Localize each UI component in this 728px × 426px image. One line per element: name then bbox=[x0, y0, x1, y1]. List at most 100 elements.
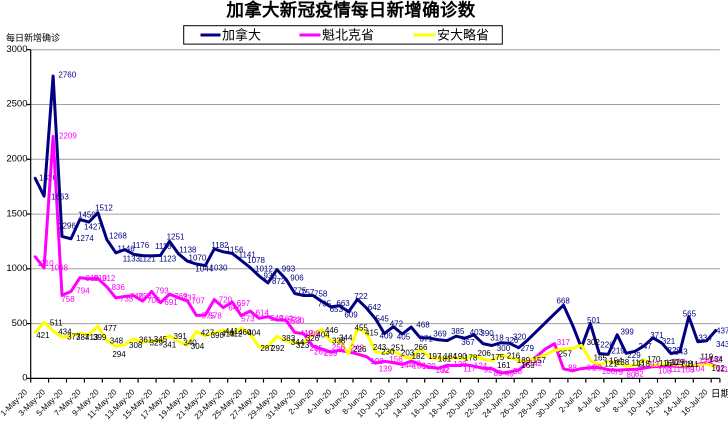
svg-text:1182: 1182 bbox=[211, 241, 229, 250]
svg-text:549: 549 bbox=[270, 314, 284, 323]
svg-text:477: 477 bbox=[104, 324, 118, 333]
svg-text:257: 257 bbox=[559, 349, 573, 358]
svg-text:184: 184 bbox=[444, 352, 458, 361]
svg-text:614: 614 bbox=[256, 308, 270, 317]
svg-text:404: 404 bbox=[247, 329, 261, 338]
svg-text:413: 413 bbox=[85, 333, 99, 342]
svg-text:129: 129 bbox=[671, 358, 685, 367]
svg-text:437: 437 bbox=[716, 327, 728, 336]
svg-text:88: 88 bbox=[568, 363, 577, 372]
svg-text:302: 302 bbox=[587, 338, 601, 347]
svg-text:144: 144 bbox=[400, 361, 414, 370]
svg-text:748: 748 bbox=[130, 292, 144, 301]
svg-text:413: 413 bbox=[221, 330, 235, 339]
svg-text:111: 111 bbox=[686, 360, 699, 369]
svg-text:1663: 1663 bbox=[51, 192, 69, 201]
svg-text:872: 872 bbox=[272, 277, 286, 286]
svg-text:1512: 1512 bbox=[95, 203, 113, 212]
svg-text:1500: 1500 bbox=[6, 208, 27, 219]
svg-text:178: 178 bbox=[464, 354, 478, 363]
svg-text:912: 912 bbox=[102, 274, 116, 283]
svg-text:3000: 3000 bbox=[6, 44, 27, 55]
svg-text:161: 161 bbox=[497, 361, 511, 370]
svg-text:409: 409 bbox=[380, 332, 394, 341]
svg-text:533: 533 bbox=[288, 315, 302, 324]
svg-text:367: 367 bbox=[461, 338, 475, 347]
svg-text:758: 758 bbox=[314, 290, 328, 299]
svg-text:691: 691 bbox=[164, 298, 178, 307]
svg-text:175: 175 bbox=[491, 353, 505, 362]
svg-text:391: 391 bbox=[174, 332, 188, 341]
svg-text:697: 697 bbox=[237, 299, 251, 308]
svg-text:412: 412 bbox=[229, 329, 243, 338]
svg-text:227: 227 bbox=[668, 346, 682, 355]
svg-text:575: 575 bbox=[202, 311, 216, 320]
svg-text:99: 99 bbox=[593, 364, 602, 373]
svg-text:993: 993 bbox=[282, 264, 296, 273]
svg-text:82: 82 bbox=[635, 370, 644, 379]
svg-text:383: 383 bbox=[282, 334, 296, 343]
svg-text:323: 323 bbox=[296, 341, 310, 350]
svg-text:158: 158 bbox=[412, 361, 426, 370]
svg-text:404: 404 bbox=[316, 331, 330, 340]
svg-text:434: 434 bbox=[58, 327, 72, 336]
svg-text:170: 170 bbox=[647, 355, 661, 364]
svg-text:121: 121 bbox=[604, 359, 618, 368]
svg-text:663: 663 bbox=[336, 299, 350, 308]
svg-text:399: 399 bbox=[93, 333, 107, 342]
svg-text:243: 243 bbox=[674, 347, 688, 356]
svg-text:326: 326 bbox=[306, 334, 320, 343]
svg-text:226: 226 bbox=[600, 341, 614, 350]
svg-text:530: 530 bbox=[291, 316, 305, 325]
svg-text:203: 203 bbox=[401, 349, 415, 358]
svg-text:720: 720 bbox=[219, 296, 233, 305]
svg-text:1427: 1427 bbox=[84, 222, 102, 231]
svg-text:545: 545 bbox=[376, 315, 390, 324]
svg-text:93: 93 bbox=[650, 361, 659, 370]
svg-text:120: 120 bbox=[453, 360, 467, 369]
svg-text:405: 405 bbox=[397, 333, 411, 342]
svg-text:每日新增确诊: 每日新增确诊 bbox=[6, 32, 60, 43]
svg-text:511: 511 bbox=[50, 318, 63, 327]
svg-text:1000: 1000 bbox=[6, 263, 27, 274]
svg-text:735: 735 bbox=[120, 295, 134, 304]
svg-text:919: 919 bbox=[86, 274, 100, 283]
svg-text:936: 936 bbox=[264, 272, 278, 281]
svg-text:100: 100 bbox=[602, 367, 616, 376]
svg-text:1030: 1030 bbox=[210, 264, 228, 273]
svg-text:117: 117 bbox=[463, 364, 476, 373]
svg-text:421: 421 bbox=[36, 331, 50, 340]
svg-text:292: 292 bbox=[271, 344, 285, 353]
svg-text:793: 793 bbox=[155, 287, 169, 296]
svg-text:230: 230 bbox=[381, 348, 395, 357]
svg-text:198: 198 bbox=[370, 357, 384, 366]
svg-text:300: 300 bbox=[497, 344, 511, 353]
svg-text:1268: 1268 bbox=[109, 231, 127, 240]
svg-text:219: 219 bbox=[611, 347, 625, 356]
svg-text:427: 427 bbox=[201, 328, 215, 337]
svg-text:111: 111 bbox=[716, 365, 728, 374]
svg-text:119: 119 bbox=[701, 352, 714, 361]
svg-text:2209: 2209 bbox=[59, 131, 77, 140]
svg-text:1274: 1274 bbox=[76, 234, 94, 243]
svg-text:836: 836 bbox=[112, 283, 126, 292]
svg-text:390: 390 bbox=[480, 329, 494, 338]
svg-text:1118: 1118 bbox=[155, 242, 172, 251]
svg-text:118: 118 bbox=[637, 360, 650, 369]
svg-text:565: 565 bbox=[683, 309, 697, 318]
svg-text:340: 340 bbox=[183, 339, 197, 348]
svg-text:320: 320 bbox=[513, 332, 527, 341]
svg-text:446: 446 bbox=[325, 326, 339, 335]
svg-text:242: 242 bbox=[351, 343, 365, 352]
svg-text:206: 206 bbox=[478, 349, 492, 358]
svg-text:460: 460 bbox=[238, 328, 252, 337]
svg-text:129: 129 bbox=[699, 357, 713, 366]
svg-text:387: 387 bbox=[76, 333, 90, 342]
svg-text:1133: 1133 bbox=[123, 254, 141, 263]
svg-text:455: 455 bbox=[355, 323, 369, 332]
svg-text:441: 441 bbox=[225, 327, 239, 336]
svg-text:2500: 2500 bbox=[6, 99, 27, 110]
svg-text:468: 468 bbox=[416, 321, 430, 330]
svg-text:1012: 1012 bbox=[255, 264, 273, 273]
svg-text:129: 129 bbox=[422, 362, 436, 371]
